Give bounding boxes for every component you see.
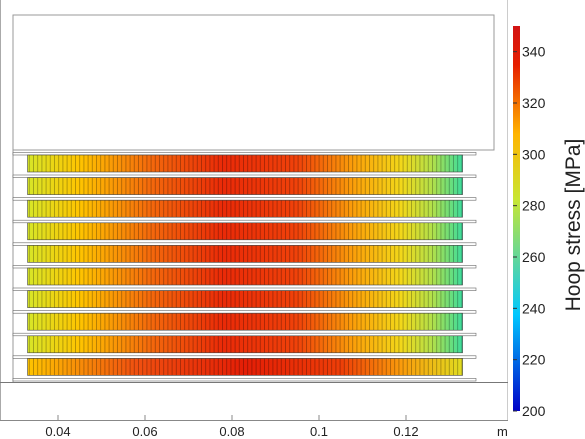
colorbar-tick-label: 320	[522, 95, 546, 111]
layer-outline	[27, 154, 463, 173]
colorbar-tick-label: 220	[522, 352, 546, 368]
x-tick-label: 0.12	[393, 424, 418, 439]
layer-separator	[12, 287, 477, 291]
layer-outline	[27, 222, 463, 241]
layer-separator	[12, 219, 477, 224]
layer-separator	[12, 310, 477, 314]
layer-turn-lines	[27, 268, 463, 285]
layer-turn-lines	[27, 245, 463, 263]
layer-separator	[12, 197, 477, 201]
layer-outline	[27, 177, 463, 195]
layer-separator	[12, 332, 477, 337]
colorbar-tick-label: 260	[522, 249, 546, 265]
colorbar-tick-label: 300	[522, 146, 546, 162]
layer-outline	[27, 290, 463, 308]
layer-separator	[12, 378, 477, 382]
layer-outline	[27, 199, 463, 218]
layer-turn-lines	[27, 290, 463, 308]
x-tick-label: 0.04	[45, 424, 70, 439]
x-tick-label: 0.08	[219, 424, 244, 439]
layer-turn-lines	[27, 358, 463, 376]
colorbar	[513, 26, 520, 411]
layer-outline	[27, 335, 463, 354]
layer-outline	[27, 312, 463, 331]
layer-outline	[27, 267, 463, 286]
winding-layers	[12, 152, 477, 382]
layer-separator	[12, 152, 477, 156]
upper-domain-outline	[12, 14, 495, 151]
layer-outline	[27, 245, 463, 263]
layer-turn-lines	[27, 200, 463, 218]
x-axis-ticks: 0.04 0.06 0.08 0.1 0.12	[45, 415, 419, 439]
x-axis-unit: m	[497, 424, 508, 439]
layer-outline	[27, 358, 463, 376]
x-tick-label: 0.06	[132, 424, 157, 439]
x-tick-label: 0.1	[310, 424, 328, 439]
layer-separator	[12, 242, 477, 246]
layer-turn-lines	[27, 335, 463, 353]
colorbar-title: Hoop stress [MPa]	[562, 139, 585, 312]
layer-turn-lines	[27, 177, 463, 195]
layer-turn-lines	[27, 155, 463, 172]
layer-separator	[12, 355, 477, 359]
colorbar-tick-label: 240	[522, 300, 546, 316]
layer-turn-lines	[27, 313, 463, 331]
layer-turn-lines	[27, 222, 463, 240]
colorbar-tick-label: 200	[522, 403, 546, 419]
colorbar-ticks: 200 220 240 260 280 300 320 340	[513, 44, 546, 419]
colorbar-tick-label: 340	[522, 44, 546, 60]
layer-separator	[12, 265, 477, 269]
colorbar-tick-label: 280	[522, 198, 546, 214]
layer-separator	[12, 174, 477, 178]
